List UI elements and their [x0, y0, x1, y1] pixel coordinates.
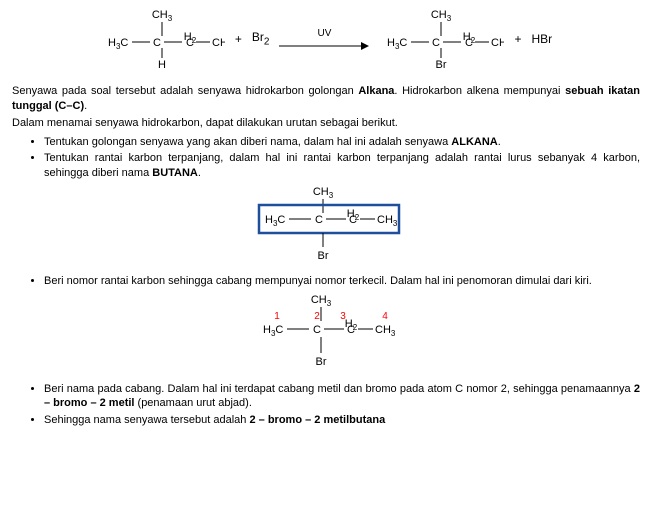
- br2-formula: Br2: [252, 29, 270, 49]
- reaction-arrow: UV: [279, 27, 369, 51]
- molecule-reactant-1: CH3 H3C C H2 C CH3 H: [100, 8, 225, 70]
- svg-text:C: C: [153, 37, 161, 49]
- uv-label: UV: [317, 27, 331, 41]
- svg-text:2: 2: [314, 311, 320, 322]
- svg-text:Br: Br: [315, 356, 326, 368]
- svg-text:C: C: [349, 214, 357, 226]
- svg-text:H: H: [158, 59, 166, 70]
- list-item: Tentukan golongan senyawa yang akan dibe…: [44, 135, 640, 150]
- svg-text:1: 1: [274, 311, 280, 322]
- svg-text:CH3: CH3: [212, 37, 225, 51]
- plus-sign-1: +: [235, 31, 242, 47]
- svg-text:C: C: [432, 37, 440, 49]
- reaction-equation: CH3 H3C C H2 C CH3 H + Br2 UV CH3 H3C C …: [12, 8, 640, 70]
- paragraph-2: Dalam menamai senyawa hidrokarbon, dapat…: [12, 116, 640, 131]
- list-item: Sehingga nama senyawa tersebut adalah 2 …: [44, 413, 640, 428]
- svg-text:CH3: CH3: [310, 294, 331, 308]
- molecule-product-1: CH3 H3C C H2 C CH3 Br: [379, 8, 504, 70]
- svg-text:Br: Br: [318, 250, 329, 262]
- svg-text:C: C: [465, 37, 473, 49]
- svg-text:H3C: H3C: [108, 37, 128, 51]
- svg-text:CH3: CH3: [377, 214, 398, 228]
- bullet-list-2: Beri nomor rantai karbon sehingga cabang…: [12, 274, 640, 289]
- boxed-structure: CH3 H3C C H2 C CH3 Br: [12, 185, 640, 268]
- numbered-structure: CH3 1 2 3 4 H3C C H2 C CH3 Br: [12, 293, 640, 376]
- bullet-list-3: Beri nama pada cabang. Dalam hal ini ter…: [12, 382, 640, 429]
- list-item: Beri nomor rantai karbon sehingga cabang…: [44, 274, 640, 289]
- svg-text:CH3: CH3: [375, 324, 396, 338]
- hbr-formula: HBr: [531, 31, 552, 47]
- svg-text:CH3: CH3: [431, 9, 452, 23]
- svg-text:C: C: [315, 214, 323, 226]
- svg-text:CH3: CH3: [313, 186, 334, 200]
- svg-text:Br: Br: [436, 59, 447, 70]
- svg-text:C: C: [186, 37, 194, 49]
- svg-text:C: C: [347, 324, 355, 336]
- list-item: Tentukan rantai karbon terpanjang, dalam…: [44, 151, 640, 181]
- svg-text:CH3: CH3: [152, 9, 173, 23]
- svg-text:4: 4: [382, 311, 388, 322]
- svg-text:C: C: [313, 324, 321, 336]
- svg-text:H3C: H3C: [387, 37, 407, 51]
- svg-text:H3C: H3C: [263, 324, 283, 338]
- bullet-list-1: Tentukan golongan senyawa yang akan dibe…: [12, 135, 640, 182]
- paragraph-1: Senyawa pada soal tersebut adalah senyaw…: [12, 84, 640, 114]
- list-item: Beri nama pada cabang. Dalam hal ini ter…: [44, 382, 640, 412]
- svg-text:CH3: CH3: [491, 37, 504, 51]
- plus-sign-2: +: [514, 31, 521, 47]
- svg-text:H3C: H3C: [265, 214, 285, 228]
